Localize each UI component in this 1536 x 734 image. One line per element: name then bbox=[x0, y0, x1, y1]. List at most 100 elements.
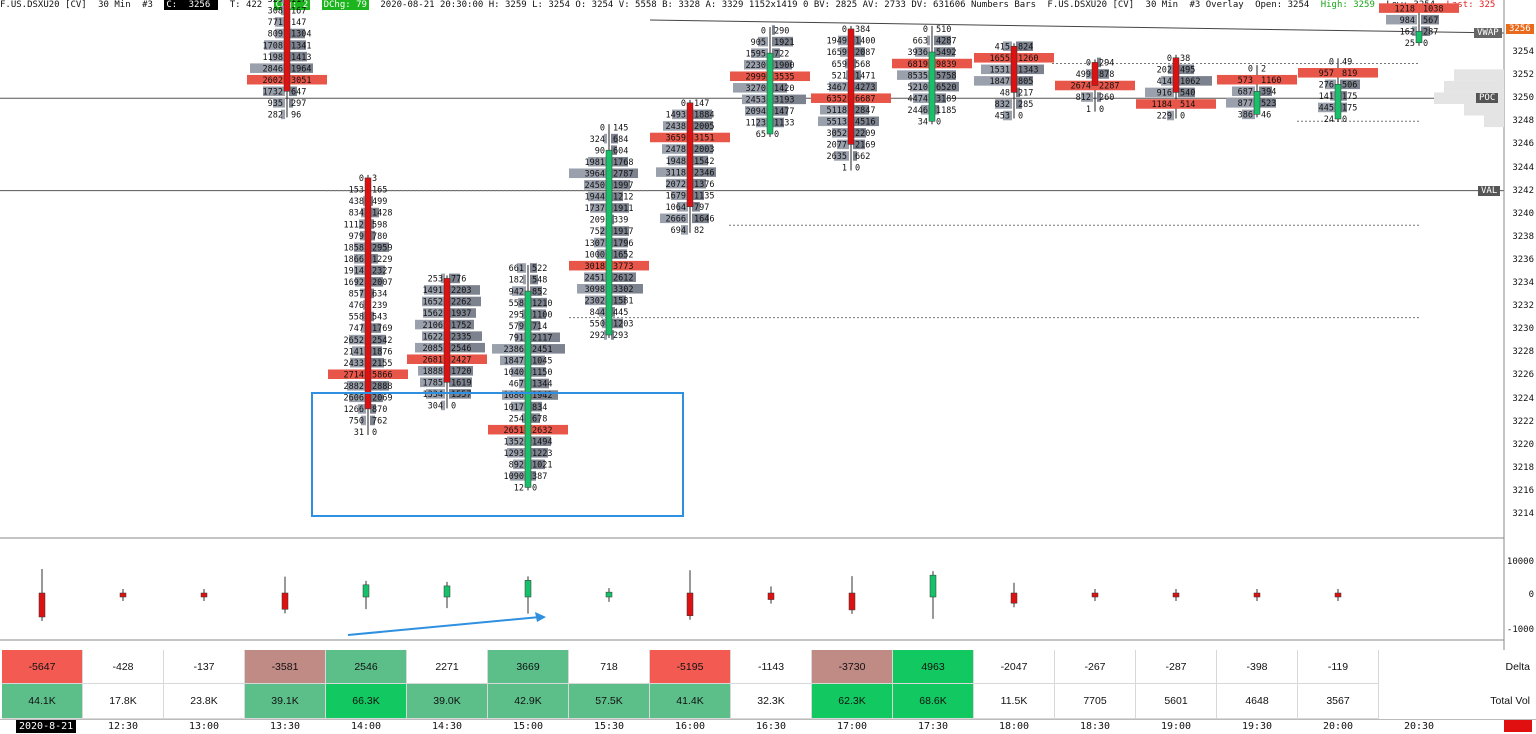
bid-volume-bar bbox=[492, 344, 526, 354]
ask-volume-bar bbox=[1340, 102, 1347, 113]
price-tick: 3246 bbox=[1512, 139, 1534, 150]
poc-highlight bbox=[1217, 74, 1297, 85]
bid-volume-bar bbox=[515, 332, 526, 343]
ask-cell: 1341 bbox=[291, 41, 311, 51]
bid-cell: 1123 bbox=[746, 119, 766, 129]
ask-volume-bar bbox=[692, 201, 700, 212]
ask-volume-bar bbox=[370, 346, 382, 356]
bid-volume-bar bbox=[424, 285, 445, 295]
bid-cell: 892 bbox=[509, 461, 524, 471]
annotation-arrow[interactable] bbox=[347, 616, 541, 636]
profile-bar bbox=[1434, 92, 1504, 104]
ask-cell: 824 bbox=[1018, 42, 1033, 52]
ask-cell: 523 bbox=[1261, 99, 1276, 109]
chg-badge: Chg: 2 bbox=[273, 0, 311, 10]
bid-cell: 386 bbox=[1238, 111, 1253, 121]
bid-cell: 1847 bbox=[990, 77, 1010, 87]
bid-cell: 3270 bbox=[746, 84, 766, 94]
ask-volume-bar bbox=[370, 381, 389, 391]
ask-cell: 2546 bbox=[451, 344, 471, 354]
candle-body bbox=[766, 52, 774, 135]
candle-body bbox=[1172, 57, 1180, 93]
bid-cell: 476 bbox=[349, 301, 364, 311]
ask-cell: 217 bbox=[1018, 89, 1033, 99]
price-tick: 3214 bbox=[1512, 509, 1534, 519]
delta-candle bbox=[1172, 592, 1180, 598]
bid-cell: 3098 bbox=[585, 285, 605, 295]
open-text: Open: 3254 bbox=[1255, 0, 1310, 10]
bid-cell: 1686 bbox=[504, 391, 524, 401]
ask-cell: 3051 bbox=[291, 76, 311, 86]
bid-cell: 1266 bbox=[344, 405, 364, 415]
time-label: 16:00 bbox=[674, 721, 706, 732]
bid-cell: 1949 bbox=[827, 37, 847, 47]
bid-volume-bar bbox=[511, 401, 526, 412]
ask-volume-bar bbox=[853, 70, 861, 80]
bid-volume-bar bbox=[349, 334, 366, 345]
bid-cell: 0 bbox=[761, 26, 766, 36]
bid-volume-bar bbox=[662, 144, 688, 154]
ask-cell: 1203 bbox=[613, 320, 633, 330]
price-tick: 3248 bbox=[1512, 116, 1534, 127]
ask-cell: 1964 bbox=[291, 64, 311, 74]
annotation-box[interactable] bbox=[311, 392, 684, 517]
price-axis[interactable]: 3254 3252 3250 3248 3246 3244 3242 3240 3238 3236… bbox=[1474, 0, 1536, 635]
ask-volume-bar bbox=[853, 35, 861, 46]
bid-volume-bar bbox=[518, 320, 526, 331]
bid-cell: 445 bbox=[1319, 104, 1334, 114]
bid-volume-bar bbox=[507, 436, 526, 447]
price-tick: 3218 bbox=[1512, 462, 1534, 473]
ask-cell: 1420 bbox=[774, 84, 794, 94]
time-axis[interactable]: 2020-8-21 12:30 13:00 13:30 14:00 14:30 15:00… bbox=[0, 719, 1536, 734]
bid-volume-bar bbox=[423, 308, 445, 318]
bid-cell: 550 bbox=[590, 320, 605, 330]
ask-volume-bar bbox=[1340, 91, 1347, 101]
ask-volume-bar bbox=[530, 448, 548, 458]
bid-cell: 877 bbox=[1238, 99, 1253, 109]
time-label: 18:30 bbox=[1079, 721, 1111, 732]
ask-cell: 5758 bbox=[936, 71, 956, 81]
time-label: 15:00 bbox=[512, 721, 544, 732]
delta-tick: 0 bbox=[1528, 590, 1534, 600]
bid-cell: 1888 bbox=[423, 367, 443, 377]
ask-cell: 82 bbox=[694, 226, 704, 236]
ask-volume-bar bbox=[772, 36, 793, 47]
footprint-chart[interactable]: 5107406049062684238622561818489190329117… bbox=[0, 0, 1536, 650]
close-label: C: 3256 bbox=[164, 0, 219, 10]
time-label: 15:30 bbox=[593, 721, 625, 732]
bid-volume-bar bbox=[585, 295, 607, 306]
bid-cell: 0 bbox=[681, 99, 686, 109]
bid-cell: 2681 bbox=[423, 355, 443, 365]
ask-cell: 1133 bbox=[774, 119, 794, 129]
ask-cell: 1229 bbox=[372, 255, 392, 265]
bid-cell: 2072 bbox=[666, 180, 686, 190]
bid-volume-bar bbox=[995, 99, 1012, 109]
ask-cell: 1542 bbox=[694, 157, 714, 167]
ask-cell: 1135 bbox=[694, 191, 714, 201]
bid-volume-bar bbox=[518, 297, 526, 308]
bid-volume-bar bbox=[915, 47, 930, 57]
bid-cell: 573 bbox=[1238, 76, 1253, 86]
ask-volume-bar bbox=[853, 116, 879, 127]
bid-cell: 25 bbox=[1405, 39, 1415, 49]
bid-cell: 661 bbox=[509, 264, 524, 274]
price-tick: 3242 bbox=[1512, 185, 1534, 196]
bid-cell: 2635 bbox=[827, 152, 847, 162]
time-label: 18:00 bbox=[998, 721, 1030, 732]
ask-cell: 548 bbox=[532, 276, 547, 286]
ask-cell: 805 bbox=[1018, 77, 1033, 87]
bid-cell: 1000 bbox=[585, 250, 605, 260]
ask-volume-bar bbox=[1259, 98, 1276, 108]
bid-cell: 694 bbox=[671, 226, 686, 236]
ask-volume-bar bbox=[1421, 14, 1439, 25]
bid-volume-bar bbox=[350, 357, 366, 368]
bid-cell: 1785 bbox=[423, 379, 443, 389]
bid-volume-bar bbox=[352, 346, 366, 356]
bid-cell: 1307 bbox=[585, 239, 605, 249]
bid-volume-bar bbox=[1086, 69, 1093, 79]
ask-volume-bar bbox=[1097, 69, 1109, 79]
delta-candle bbox=[1091, 592, 1099, 598]
ask-cell: 878 bbox=[1099, 70, 1114, 80]
bid-volume-bar bbox=[517, 263, 526, 273]
bid-volume-bar bbox=[829, 81, 849, 92]
